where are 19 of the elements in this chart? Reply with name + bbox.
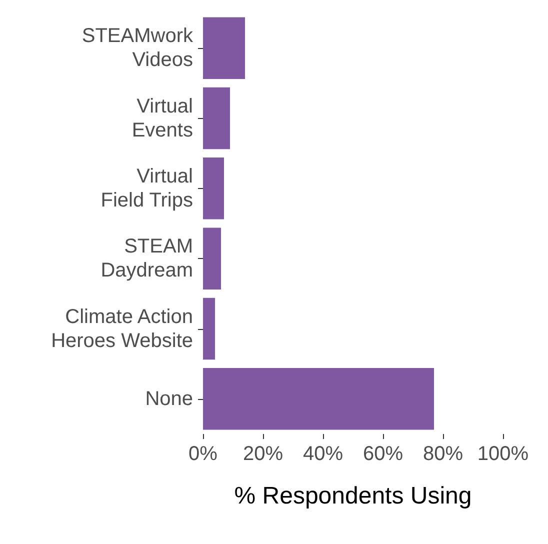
y-tick-label: STEAMwork Videos xyxy=(82,25,194,72)
y-tick-label: Virtual Events xyxy=(132,95,193,142)
bar xyxy=(203,87,230,150)
x-tick-label: 60% xyxy=(362,443,404,465)
bar xyxy=(203,298,215,360)
bar xyxy=(203,228,221,290)
bar xyxy=(203,158,224,220)
y-tick-label: STEAM Daydream xyxy=(100,236,193,282)
x-axis-title: % Respondents Using xyxy=(234,482,472,510)
y-tick-label: Virtual Field Trips xyxy=(100,165,193,212)
y-tick-label: None xyxy=(145,388,193,410)
x-tick-label: 100% xyxy=(477,443,529,465)
x-tick-label: 20% xyxy=(242,443,284,465)
x-tick-label: 0% xyxy=(188,443,218,465)
y-tick-label: Climate Action Heroes Website xyxy=(51,306,193,352)
x-tick-label: 80% xyxy=(422,443,464,465)
bar xyxy=(203,17,245,79)
x-tick-label: 40% xyxy=(302,443,344,465)
bar xyxy=(203,368,434,430)
